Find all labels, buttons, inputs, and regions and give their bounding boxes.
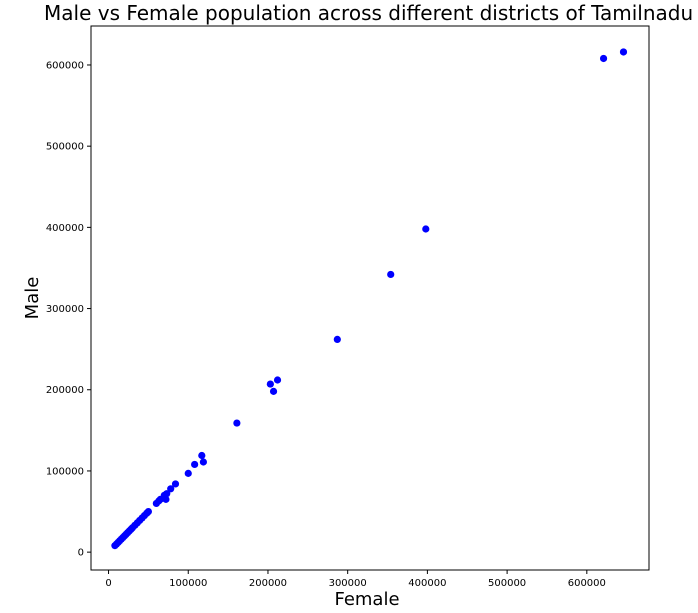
data-points (111, 48, 628, 550)
chart-title: Male vs Female population across differe… (44, 1, 693, 25)
data-point (422, 225, 430, 233)
y-tick-label: 400000 (46, 223, 84, 234)
data-point (333, 335, 341, 344)
data-point (163, 490, 171, 498)
y-tick-label: 100000 (46, 466, 84, 477)
x-tick-label: 400000 (408, 578, 446, 589)
data-point (619, 48, 628, 56)
y-tick-label: 600000 (46, 60, 84, 71)
data-point (599, 54, 608, 63)
data-point (233, 419, 241, 427)
data-point (269, 387, 278, 395)
y-tick-label: 300000 (46, 304, 84, 315)
plot-area-frame (90, 25, 650, 571)
y-axis-label: Male (22, 277, 43, 320)
data-point (184, 469, 192, 477)
x-tick-label: 100000 (169, 578, 207, 589)
x-tick-label: 600000 (568, 578, 606, 589)
data-point (273, 376, 282, 384)
data-point (191, 460, 199, 469)
data-point (167, 485, 175, 493)
y-tick-label: 500000 (46, 142, 84, 153)
data-point (198, 451, 206, 460)
data-point (144, 507, 152, 516)
y-tick-label: 0 (78, 548, 84, 559)
y-axis: 0 100000 200000 300000 400000 500000 600000 (46, 60, 91, 559)
x-tick-label: 300000 (329, 578, 367, 589)
x-tick-label: 500000 (488, 578, 526, 589)
data-point (387, 270, 395, 279)
data-point (162, 495, 170, 503)
x-tick-label: 200000 (249, 578, 287, 589)
y-tick-label: 200000 (46, 385, 84, 396)
data-point (266, 380, 274, 388)
x-tick-label: 0 (105, 578, 111, 589)
data-point (199, 458, 207, 466)
data-point (171, 480, 180, 488)
x-axis-label: Female (334, 589, 399, 610)
x-axis: 0 100000 200000 300000 400000 500000 600000 (105, 570, 606, 589)
